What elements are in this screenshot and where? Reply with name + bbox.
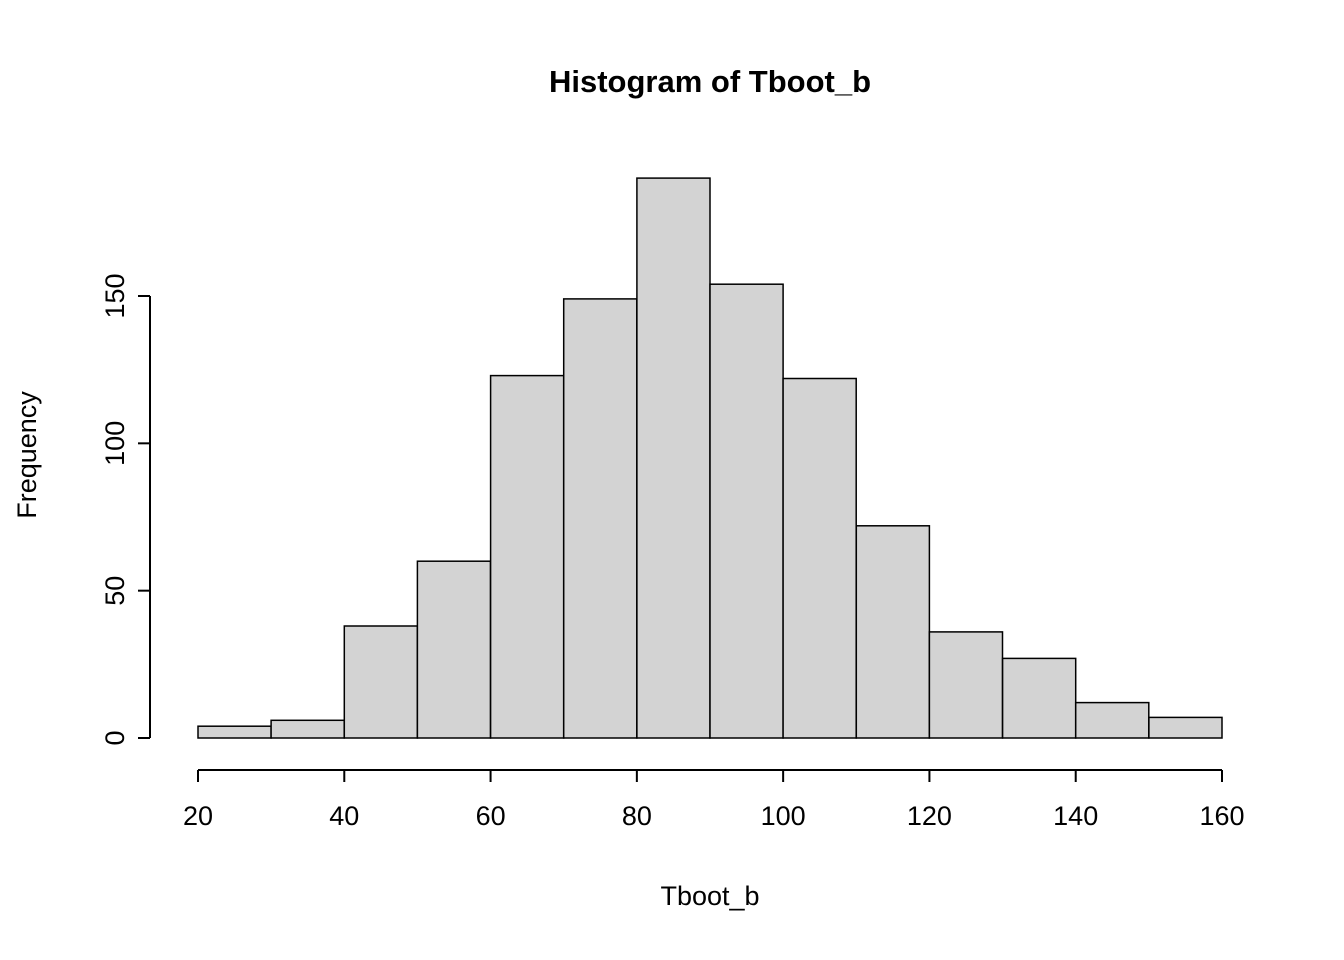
y-tick-label: 0 xyxy=(100,730,130,745)
histogram-bar xyxy=(270,719,345,739)
x-tick-label: 80 xyxy=(622,801,652,831)
histogram-bar xyxy=(1074,701,1150,739)
histogram-bar xyxy=(782,377,857,739)
y-tick-label: 150 xyxy=(100,273,130,318)
x-tick-label: 120 xyxy=(907,801,952,831)
histogram-bar xyxy=(928,631,1004,739)
y-axis-label: Frequency xyxy=(12,391,42,519)
x-tick-label: 160 xyxy=(1199,801,1244,831)
axes-group: 0 50 100 150 20 40 60 80 100 120 140 160 xyxy=(100,273,1245,831)
x-tick-label: 20 xyxy=(183,801,213,831)
x-tick-label: 60 xyxy=(476,801,506,831)
x-axis-label: Tboot_b xyxy=(660,881,759,911)
histogram-bar xyxy=(489,374,565,739)
bars-group xyxy=(197,177,1223,739)
histogram-bar xyxy=(709,283,784,739)
histogram-bar xyxy=(343,625,419,739)
histogram-bar xyxy=(855,525,931,739)
histogram-bar xyxy=(1001,657,1077,739)
x-tick-label: 100 xyxy=(761,801,806,831)
histogram-bar xyxy=(636,177,711,739)
histogram-bar xyxy=(562,298,638,739)
x-tick-label: 40 xyxy=(329,801,359,831)
histogram-bar xyxy=(416,560,492,739)
chart-title: Histogram of Tboot_b xyxy=(549,64,871,99)
x-tick-label: 140 xyxy=(1053,801,1098,831)
y-tick-label: 100 xyxy=(100,421,130,466)
histogram-bar xyxy=(197,725,272,739)
histogram-bar xyxy=(1148,716,1223,739)
y-tick-label: 50 xyxy=(100,576,130,606)
